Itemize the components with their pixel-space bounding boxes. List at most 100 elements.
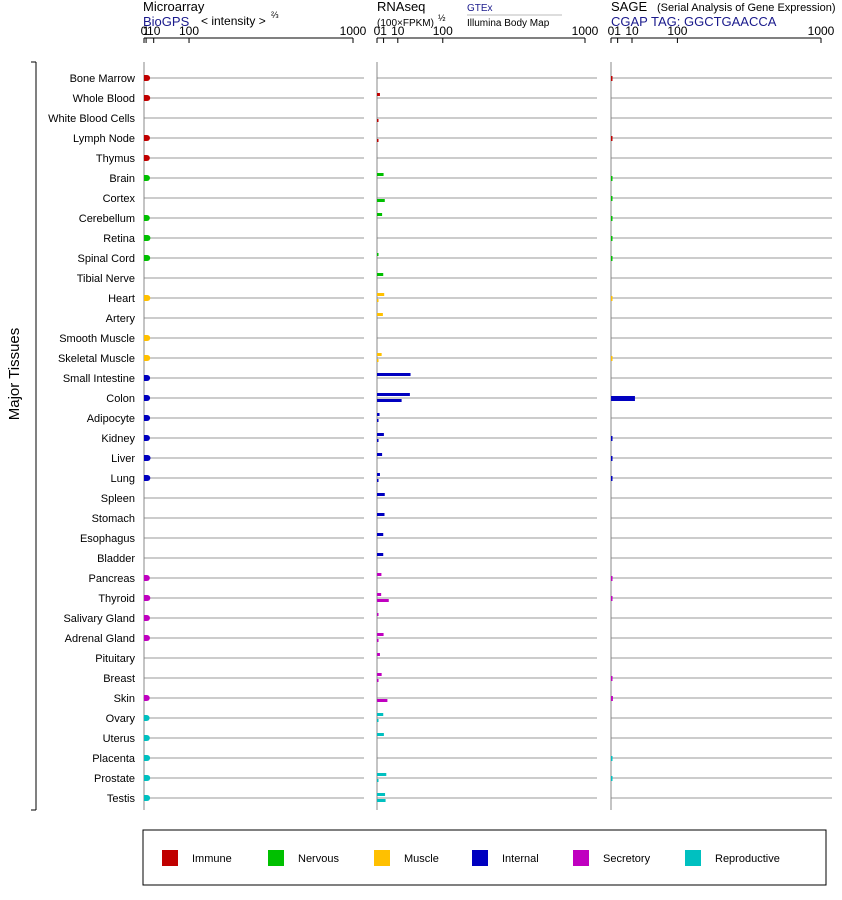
microarray-bar-cap <box>143 715 150 721</box>
tissue-label: Artery <box>106 313 136 325</box>
sage-bar <box>611 676 613 681</box>
tissue-label: Kidney <box>101 433 135 445</box>
microarray-bar-cap <box>143 155 150 161</box>
tissue-label: Skin <box>114 693 135 705</box>
rnaseq-tick-label: 100 <box>433 24 453 38</box>
tissue-label: Skeletal Muscle <box>58 353 135 365</box>
tissue-label: Uterus <box>103 733 136 745</box>
tissue-label: Breast <box>103 673 135 685</box>
tissue-label: Colon <box>106 393 135 405</box>
microarray-bar-cap <box>143 175 150 181</box>
microarray-tick-label: 1 <box>143 24 150 38</box>
legend-label-nervous: Nervous <box>298 853 339 865</box>
microarray-bar-cap <box>144 335 151 341</box>
rnaseq-ibm-bar <box>377 119 379 122</box>
sage-bar <box>611 356 613 361</box>
rnaseq-gtex-bar <box>377 173 384 176</box>
sage-bar <box>611 196 613 201</box>
rnaseq-gtex-bar <box>377 773 387 776</box>
rnaseq-gtex-bar <box>377 533 384 536</box>
microarray-tick-label: 1000 <box>340 24 367 38</box>
tissue-label: Prostate <box>94 773 135 785</box>
tissue-label: White Blood Cells <box>48 113 135 125</box>
microarray-source: BioGPS <box>143 14 190 29</box>
rnaseq-ibm-bar <box>377 479 379 482</box>
rnaseq-gtex-bar <box>377 613 379 616</box>
tissue-label: Whole Blood <box>73 93 135 105</box>
rnaseq-gtex-bar <box>377 353 382 356</box>
tissue-label: Tibial Nerve <box>77 273 135 285</box>
sage-bar <box>611 696 613 701</box>
sage-bar <box>611 256 613 261</box>
rnaseq-ibm-bar <box>377 719 379 722</box>
tissue-label: Bone Marrow <box>70 73 135 85</box>
tissue-label: Salivary Gland <box>63 613 135 625</box>
tissue-label: Smooth Muscle <box>59 333 135 345</box>
tissue-label: Spleen <box>101 493 135 505</box>
rnaseq-ibm-bar <box>377 599 389 602</box>
rnaseq-gtex-bar <box>377 633 384 636</box>
microarray-unit-power: ⅔ <box>271 10 279 20</box>
tissue-label: Lung <box>111 473 135 485</box>
sage-bar <box>611 576 613 581</box>
microarray-bar-cap <box>144 95 151 101</box>
rnaseq-gtex-bar <box>377 473 380 476</box>
microarray-bar-cap <box>144 75 151 81</box>
legend-label-muscle: Muscle <box>404 853 439 865</box>
microarray-bar-cap <box>144 755 151 761</box>
rnaseq-gtex-bar <box>377 553 384 556</box>
sage-bar <box>611 776 613 781</box>
legend-swatch-immune <box>162 850 178 866</box>
legend-label-reproductive: Reproductive <box>715 853 780 865</box>
rnaseq-ibm-bar <box>377 199 385 202</box>
rnaseq-gtex-bar <box>377 433 384 436</box>
rnaseq-gtex-bar <box>377 413 380 416</box>
microarray-title: Microarray <box>143 0 205 14</box>
microarray-bar-cap <box>144 255 151 261</box>
microarray-bar-cap <box>144 355 151 361</box>
rnaseq-ibm-bar <box>377 439 379 442</box>
rnaseq-gtex-bar <box>377 453 383 456</box>
microarray-unit: < intensity > <box>201 14 266 28</box>
microarray-bar-cap <box>143 635 150 641</box>
tissue-label: Esophagus <box>80 533 136 545</box>
sage-bar <box>611 236 613 241</box>
rnaseq-gtex-bar <box>377 213 383 216</box>
sage-bar <box>611 176 613 181</box>
microarray-bar-cap <box>143 695 150 701</box>
rnaseq-ibm-bar <box>377 139 379 142</box>
microarray-bar-cap <box>144 475 151 481</box>
sage-tick-label: 0 <box>608 24 615 38</box>
rnaseq-tick-label: 1000 <box>572 24 599 38</box>
tissue-label: Adipocyte <box>87 413 135 425</box>
sage-tick-label: 1000 <box>808 24 835 38</box>
sage-title: SAGE <box>611 0 647 14</box>
microarray-bar-cap <box>144 595 151 601</box>
rnaseq-gtex-bar <box>377 513 385 516</box>
rnaseq-ibm-bar <box>377 799 386 802</box>
legend-swatch-reproductive <box>685 850 701 866</box>
rnaseq-tick-label: 1 <box>380 24 387 38</box>
sage-bar <box>611 136 613 141</box>
sage-tick-label: 100 <box>667 24 687 38</box>
rnaseq-gtex-bar <box>377 313 383 316</box>
tissue-label: Cortex <box>103 193 136 205</box>
rnaseq-gtex-bar <box>377 573 382 576</box>
y-axis-label: Major Tissues <box>6 328 23 421</box>
tissue-label: Cerebellum <box>79 213 135 225</box>
rnaseq-ibm-bar <box>377 639 379 642</box>
rnaseq-gtex-bar <box>377 653 380 656</box>
rnaseq-ibm-bar <box>377 699 388 702</box>
rnaseq-gtex-bar <box>377 733 384 736</box>
rnaseq-gtex-bar <box>377 673 382 676</box>
sage-bar <box>611 596 613 601</box>
tissue-label: Heart <box>108 293 135 305</box>
rnaseq-ibm-bar <box>377 779 379 782</box>
microarray-bar-cap <box>143 435 150 441</box>
tissue-label: Liver <box>111 453 135 465</box>
rnaseq-ibm-bar <box>377 419 379 422</box>
rnaseq-gtex-bar <box>377 253 379 256</box>
rnaseq-title: RNAseq <box>377 0 425 14</box>
sage-bar <box>611 476 613 481</box>
microarray-bar-cap <box>144 235 151 241</box>
